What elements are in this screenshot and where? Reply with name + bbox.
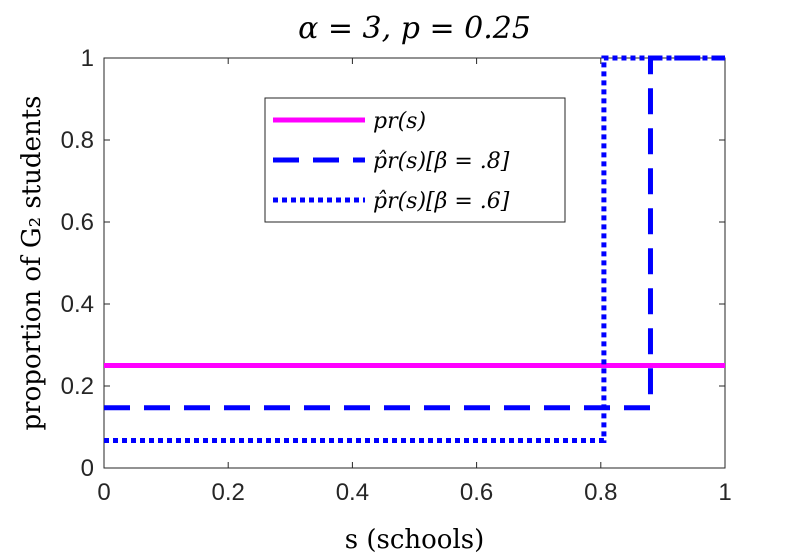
y-axis-label: proportion of G₂ students (17, 96, 47, 431)
legend-label-1: pr(s) (373, 109, 426, 134)
y-tick-label: 0.2 (61, 373, 94, 400)
chart-title: α = 3, p = 0.25 (298, 11, 531, 46)
ticks: 0 0.2 0.4 0.6 0.8 1 0 0.2 0.4 0.6 0.8 1 (61, 45, 732, 506)
x-tick-label: 0.2 (212, 479, 245, 506)
y-tick-label: 1 (81, 45, 94, 72)
legend: pr(s) p̂r(s)[β = .8] p̂r(s)[β = .6] (264, 97, 566, 223)
y-tick-label: 0.8 (61, 127, 94, 154)
legend-label-2: p̂r(s)[β = .8] (373, 149, 510, 174)
x-tick-label: 0.8 (584, 479, 617, 506)
legend-label-3: p̂r(s)[β = .6] (373, 189, 510, 214)
plot-frame (103, 57, 726, 469)
axes (103, 57, 726, 469)
y-tick-label: 0.6 (61, 209, 94, 236)
y-tick-label: 0 (81, 455, 94, 482)
x-tick-label: 0.4 (336, 479, 369, 506)
series (104, 55, 725, 444)
x-tick-label: 0 (97, 479, 110, 506)
x-tick-label: 1 (718, 479, 731, 506)
x-axis-label: s (schools) (345, 525, 485, 555)
y-tick-label: 0.4 (61, 291, 94, 318)
x-tick-label: 0.6 (460, 479, 493, 506)
